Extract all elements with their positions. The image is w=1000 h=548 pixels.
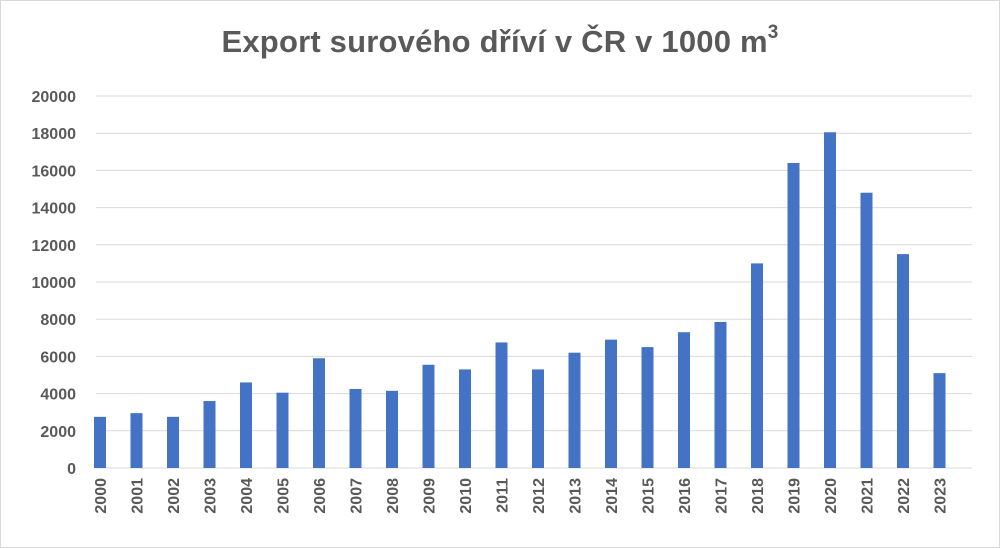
x-tick-label: 2001	[130, 478, 147, 514]
y-tick-label: 4000	[40, 387, 76, 404]
y-tick-label: 12000	[32, 238, 77, 255]
x-tick-label: 2009	[422, 478, 439, 514]
bar-2001	[130, 413, 143, 468]
bar-2002	[167, 416, 179, 468]
x-tick-label: 2006	[312, 478, 329, 514]
bar-2014	[605, 339, 617, 468]
x-tick-label: 2022	[896, 478, 913, 514]
x-tick-label: 2005	[276, 478, 293, 514]
bar-2019	[787, 162, 800, 468]
y-tick-label: 8000	[40, 312, 76, 329]
bar-2009	[422, 364, 435, 468]
y-tick-label: 16000	[32, 163, 77, 180]
bar-2021	[860, 192, 873, 468]
bar-2003	[203, 401, 216, 468]
bar-2017	[714, 321, 727, 468]
x-tick-label: 2020	[823, 478, 840, 514]
x-tick-label: 2019	[787, 478, 804, 514]
x-tick-label: 2016	[677, 478, 694, 514]
x-axis-ticks: 2000 2001 2002 2003 2004 2005 2006 2007 2008 2009…	[93, 478, 950, 514]
x-tick-label: 2003	[203, 478, 220, 514]
bar-2000	[94, 416, 106, 468]
x-tick-label: 2023	[933, 478, 950, 514]
x-tick-label: 2013	[568, 478, 585, 514]
x-tick-label: 2014	[604, 478, 621, 514]
chart-title: Export surového dříví v ČR v 1000 m3	[0, 22, 1000, 60]
y-tick-label: 14000	[32, 201, 77, 218]
x-tick-label: 2011	[495, 478, 512, 513]
chart-title-text: Export surového dříví v ČR v 1000 m	[221, 24, 768, 59]
bar-2007	[349, 388, 362, 468]
bar-2006	[313, 358, 325, 468]
bar-2010	[459, 369, 471, 468]
y-tick-label: 0	[67, 461, 76, 478]
x-tick-label: 2021	[860, 478, 877, 514]
x-tick-label: 2017	[714, 478, 731, 514]
x-tick-label: 2000	[93, 478, 110, 514]
x-tick-label: 2012	[531, 478, 548, 514]
bar-2013	[568, 352, 581, 468]
bar-2005	[276, 392, 289, 468]
y-tick-label: 2000	[40, 424, 76, 441]
bar-2022	[897, 254, 909, 468]
x-tick-label: 2010	[458, 478, 475, 514]
bar-2023	[933, 373, 946, 468]
y-axis-ticks: 0 2000 4000 6000 8000 10000 12000 14000 16000 180…	[32, 89, 77, 478]
x-tick-label: 2008	[385, 478, 402, 514]
bar-2004	[240, 382, 252, 468]
bar-2016	[678, 332, 690, 468]
chart-title-superscript: 3	[767, 22, 779, 43]
bar-2020	[824, 132, 836, 468]
bar-2008	[386, 390, 398, 468]
bar-2015	[641, 347, 654, 468]
y-tick-label: 20000	[32, 89, 77, 106]
y-tick-label: 10000	[32, 275, 77, 292]
x-tick-label: 2015	[641, 478, 658, 514]
bar-2018	[751, 263, 763, 468]
x-tick-label: 2002	[166, 478, 183, 514]
x-tick-label: 2004	[239, 478, 256, 514]
y-tick-label: 6000	[40, 349, 76, 366]
x-tick-label: 2007	[349, 478, 366, 514]
x-tick-label: 2018	[750, 478, 767, 514]
bar-2012	[532, 369, 544, 468]
bars	[94, 132, 946, 468]
bar-2011	[495, 342, 508, 468]
y-tick-label: 18000	[32, 126, 77, 143]
